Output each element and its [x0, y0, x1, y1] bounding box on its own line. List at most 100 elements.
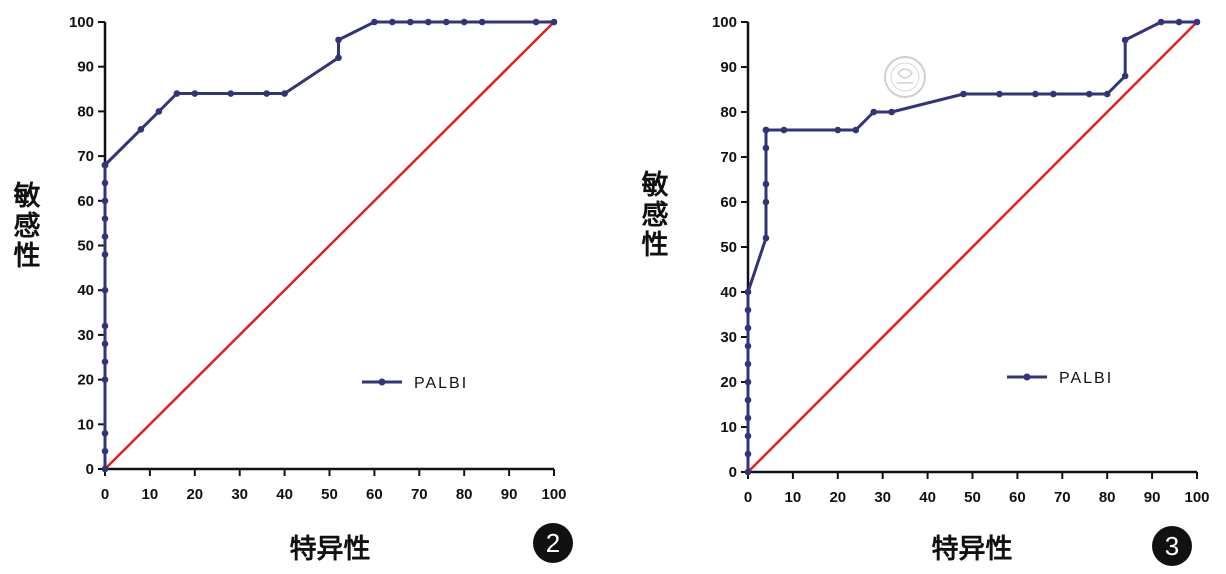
data-point — [744, 306, 752, 314]
x-tick-label: 50 — [321, 486, 338, 503]
reference-diagonal — [104, 21, 555, 470]
data-point — [335, 54, 342, 62]
data-point — [834, 126, 842, 134]
data-point — [101, 447, 109, 455]
y-tick-label: 90 — [720, 59, 737, 76]
panel-badge: 3 — [1152, 526, 1192, 566]
y-tick-label: 50 — [720, 239, 737, 256]
x-tick-label: 0 — [744, 489, 752, 506]
data-point — [424, 18, 432, 26]
y-tick-label: 0 — [86, 461, 94, 478]
x-tick-label: 80 — [1099, 489, 1116, 506]
x-tick-label: 20 — [186, 486, 203, 503]
x-tick-label: 70 — [411, 486, 428, 503]
badge-number: 3 — [1165, 531, 1179, 561]
x-tick-label: 40 — [276, 486, 293, 503]
x-axis-label: 特异性 — [932, 534, 1013, 565]
data-point — [744, 468, 752, 476]
y-tick-label: 100 — [69, 14, 94, 31]
data-point — [155, 108, 163, 115]
data-point — [762, 198, 770, 206]
y-tick-label: 80 — [720, 104, 737, 121]
x-tick-label: 0 — [101, 486, 109, 503]
data-point — [744, 342, 752, 350]
series-palbi — [744, 18, 1201, 476]
y-tick-label: 30 — [720, 329, 737, 346]
x-tick-label: 60 — [366, 486, 383, 503]
data-point — [1050, 90, 1057, 98]
x-tick-label: 90 — [1144, 489, 1161, 506]
data-point — [101, 251, 109, 258]
data-point — [1032, 90, 1039, 98]
y-tick-label: 50 — [77, 238, 94, 255]
x-tick-label: 100 — [1184, 489, 1209, 506]
data-point — [762, 180, 770, 188]
data-point — [101, 215, 109, 222]
legend-swatch-marker — [378, 378, 386, 386]
legend: PALBI — [362, 375, 468, 392]
series-palbi — [101, 18, 558, 473]
data-point — [870, 108, 878, 116]
data-point — [101, 322, 109, 330]
data-point — [173, 90, 181, 97]
x-tick-label: 90 — [501, 486, 518, 503]
y-tick-label: 10 — [720, 419, 737, 436]
data-point — [744, 414, 752, 422]
legend-label-palbi: PALBI — [414, 375, 468, 392]
data-point — [101, 465, 109, 473]
data-point — [852, 126, 860, 134]
data-point — [1121, 72, 1129, 80]
chart-panel-3: 0 10 20 30 40 50 60 70 80 90 100 0 10 20 30 40 50 60 70 80 9… — [641, 14, 1210, 566]
y-tick-label: 70 — [77, 148, 94, 165]
y-axis-label: 敏感性 — [641, 170, 669, 261]
y-tick-label: 100 — [712, 14, 737, 31]
data-point — [1157, 18, 1165, 26]
legend-swatch-marker — [1023, 373, 1031, 381]
data-point — [1175, 18, 1183, 26]
data-point — [371, 18, 378, 26]
data-point — [1193, 18, 1201, 26]
y-axis-label: 敏感性 — [13, 181, 41, 272]
data-point — [744, 432, 752, 440]
data-point — [1121, 36, 1129, 44]
data-point — [1085, 90, 1093, 98]
tick-labels: 0 10 20 30 40 50 60 70 80 90 100 0 10 20 30 40 50 60 70 80 9… — [69, 14, 567, 503]
x-tick-label: 60 — [1009, 489, 1026, 506]
data-point — [389, 18, 396, 26]
chart-panel-2: 0 10 20 30 40 50 60 70 80 90 100 0 10 20 30 40 50 60 70 80 9… — [13, 14, 573, 565]
legend: PALBI — [1007, 370, 1111, 387]
data-point — [191, 90, 199, 97]
y-tick-label: 40 — [720, 284, 737, 301]
data-point — [744, 288, 752, 296]
y-tick-label: 10 — [77, 416, 94, 433]
data-point — [960, 90, 967, 98]
x-tick-label: 50 — [964, 489, 981, 506]
y-tick-label: 80 — [77, 103, 94, 120]
x-axis-label: 特异性 — [290, 534, 371, 565]
x-tick-label: 10 — [142, 486, 159, 503]
y-tick-label: 60 — [720, 194, 737, 211]
data-point — [101, 376, 109, 383]
data-point — [101, 179, 109, 187]
data-point — [407, 18, 414, 26]
data-point — [101, 233, 109, 240]
x-tick-label: 80 — [456, 486, 473, 503]
badge-circle — [1152, 526, 1192, 566]
watermark-seal — [884, 56, 926, 98]
panel-badge: 2 — [533, 523, 573, 563]
data-point — [101, 358, 109, 366]
data-point — [762, 234, 770, 242]
data-point — [744, 360, 752, 368]
badge-number: 2 — [546, 528, 560, 558]
data-point — [1103, 90, 1111, 98]
data-point — [532, 18, 540, 26]
y-tick-label: 70 — [720, 149, 737, 166]
data-point — [744, 450, 752, 458]
x-tick-label: 10 — [785, 489, 802, 506]
data-point — [335, 36, 342, 44]
y-tick-label: 60 — [77, 193, 94, 210]
data-point — [762, 144, 770, 152]
x-tick-label: 30 — [874, 489, 891, 506]
data-point — [780, 126, 788, 134]
